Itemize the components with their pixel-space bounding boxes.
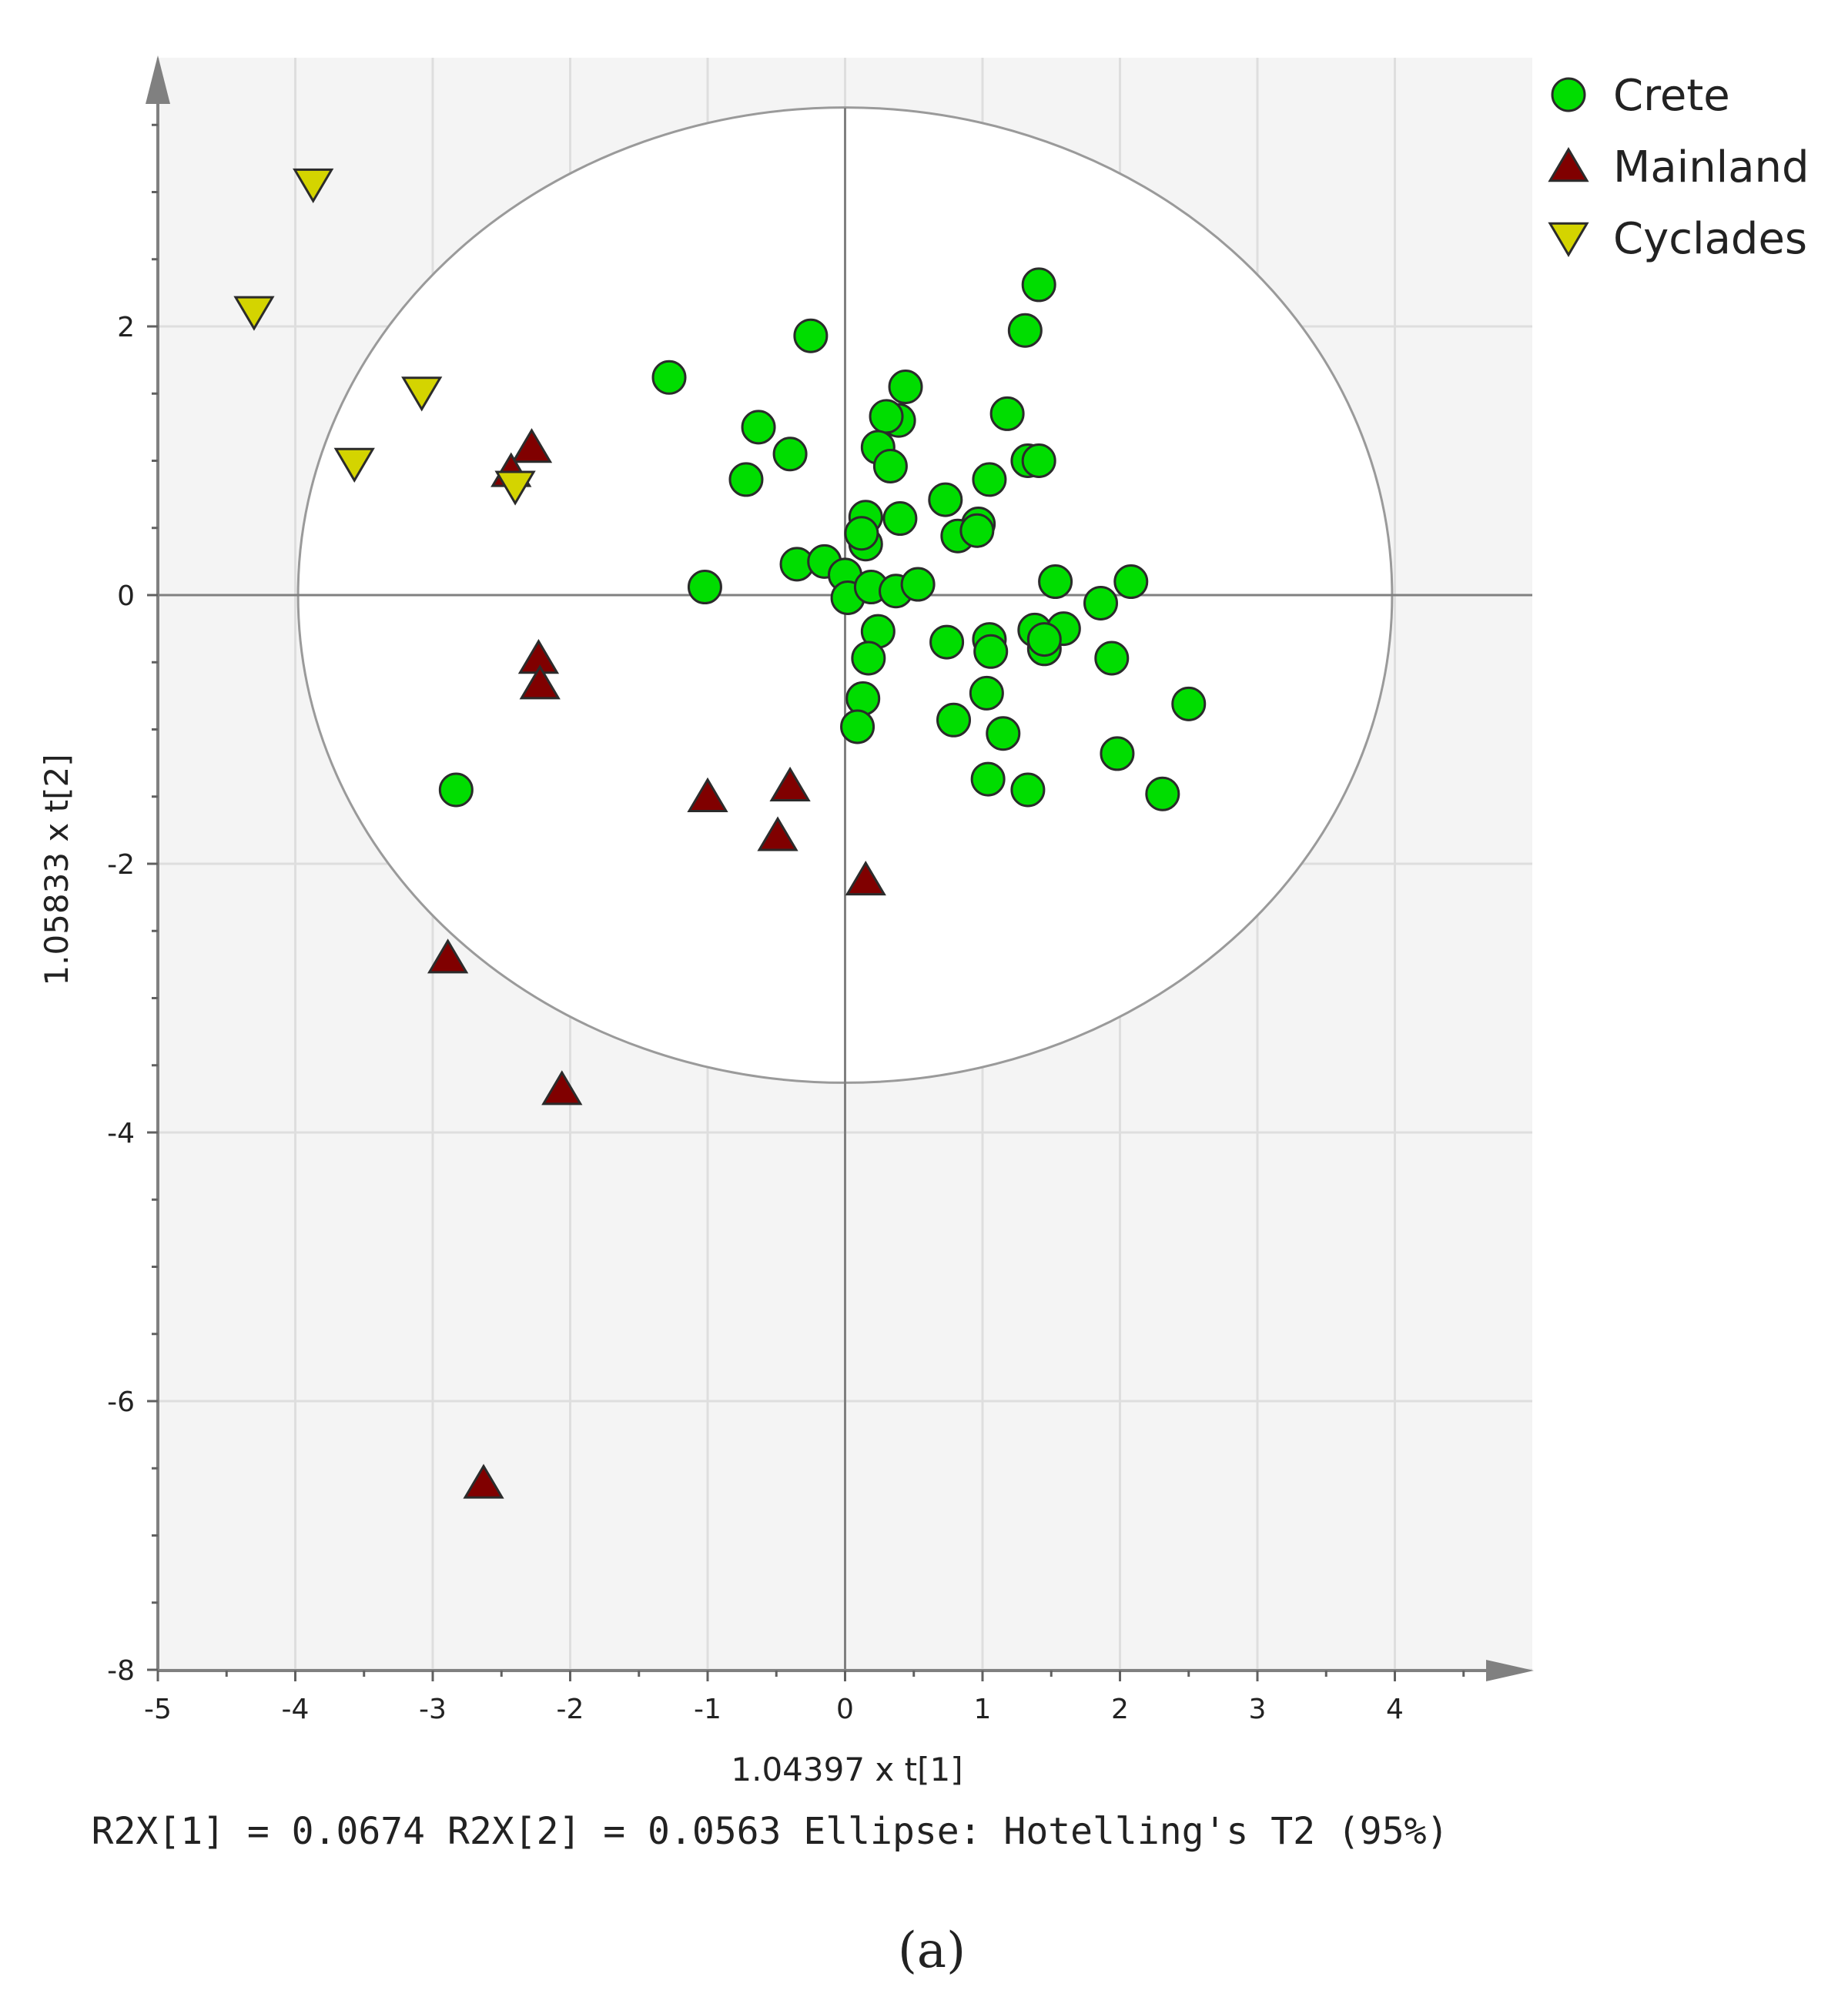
x-tick-label: 4 — [1386, 1694, 1404, 1725]
crete-point — [1171, 686, 1207, 721]
axes — [146, 55, 1534, 1681]
x-axis-arrow — [1486, 1660, 1534, 1681]
crete-point — [869, 399, 904, 434]
legend-marker-crete — [1551, 77, 1586, 112]
crete-point — [772, 437, 808, 472]
crete-point — [928, 482, 963, 517]
crete-point — [438, 772, 474, 808]
tick-labels: -5 -4 -3 -2 -1 0 1 2 3 4 -8 -6 -4 -2 0 2 — [107, 312, 1404, 1725]
crete-point — [651, 360, 687, 395]
figure-caption: (a) — [898, 1922, 966, 1979]
series-crete — [438, 267, 1207, 811]
crete-point — [851, 641, 886, 676]
series-cyclades — [233, 168, 536, 506]
y-axis-arrow — [146, 55, 170, 104]
crete-point — [1100, 736, 1135, 771]
crete-point — [1010, 772, 1046, 808]
cyclades-point — [494, 470, 536, 506]
cyclades-point — [293, 168, 334, 203]
legend-item-cyclades: Cyclades — [1548, 214, 1807, 264]
x-tick-label: 1 — [974, 1694, 992, 1725]
x-tick-label: -5 — [144, 1694, 172, 1725]
mainland-point — [519, 664, 561, 700]
crete-point — [687, 570, 722, 605]
cyclades-point — [233, 296, 275, 331]
crete-point — [741, 410, 776, 445]
crete-point — [936, 702, 972, 738]
crete-point — [872, 448, 908, 483]
crete-point — [1038, 564, 1073, 600]
crete-point — [1113, 564, 1149, 600]
legend-item-crete: Crete — [1551, 71, 1730, 121]
crete-point — [840, 709, 875, 744]
crete-point — [1026, 622, 1062, 657]
crete-point — [1145, 776, 1180, 811]
crete-point — [882, 501, 918, 537]
x-axis-title: 1.04397 x t[1] — [731, 1751, 962, 1788]
crete-point — [973, 634, 1009, 669]
mainland-point — [511, 428, 553, 463]
legend-label-cyclades: Cyclades — [1613, 214, 1807, 264]
legend-marker-cyclades — [1548, 222, 1589, 257]
x-tick-label: 2 — [1111, 1694, 1129, 1725]
legend-item-mainland: Mainland — [1548, 142, 1810, 192]
crete-point — [793, 318, 829, 353]
crete-point — [986, 716, 1021, 751]
y-tick-label: -8 — [107, 1655, 135, 1687]
crete-point — [1094, 641, 1130, 676]
mainland-point — [427, 938, 469, 974]
y-tick-label: 2 — [117, 312, 135, 343]
x-tick-label: -1 — [694, 1694, 721, 1725]
mainland-point — [463, 1463, 504, 1499]
legend-label-mainland: Mainland — [1613, 142, 1810, 192]
crete-point — [989, 396, 1025, 431]
y-tick-label: -6 — [107, 1387, 135, 1418]
crete-point — [972, 462, 1007, 497]
x-tick-label: 0 — [836, 1694, 854, 1725]
crete-point — [900, 567, 936, 602]
cyclades-point — [401, 376, 443, 412]
crete-point — [888, 370, 923, 405]
crete-point — [845, 681, 881, 716]
crete-point — [1021, 443, 1056, 478]
series-mainland — [427, 428, 886, 1499]
legend-marker-mainland — [1548, 147, 1589, 182]
mainland-point — [769, 766, 811, 801]
crete-point — [728, 462, 764, 497]
crete-point — [1021, 267, 1056, 303]
mainland-point — [845, 860, 886, 896]
y-tick-label: -2 — [107, 849, 135, 881]
cyclades-point — [333, 447, 375, 483]
crete-point — [929, 624, 965, 660]
crete-point — [959, 513, 995, 548]
crete-point — [970, 761, 1006, 797]
x-tick-label: -2 — [557, 1694, 584, 1725]
crete-point — [969, 675, 1004, 711]
crete-point — [1007, 313, 1043, 348]
legend: Crete Mainland Cyclades — [1548, 71, 1810, 264]
x-tick-label: -3 — [419, 1694, 447, 1725]
x-tick-label: 3 — [1249, 1694, 1267, 1725]
footer-statistics: R2X[1] = 0.0674 R2X[2] = 0.0563 Ellipse:… — [92, 1810, 1449, 1853]
mainland-point — [541, 1070, 583, 1106]
x-tick-label: -4 — [282, 1694, 310, 1725]
y-tick-label: 0 — [117, 580, 135, 612]
y-axis-title: 1.05833 x t[2] — [38, 754, 75, 985]
legend-label-crete: Crete — [1613, 71, 1730, 121]
mainland-point — [757, 816, 798, 851]
crete-point — [1083, 585, 1119, 620]
data-points — [233, 168, 1207, 1499]
crete-point — [844, 516, 879, 551]
y-tick-label: -4 — [107, 1118, 135, 1149]
mainland-point — [687, 777, 728, 812]
